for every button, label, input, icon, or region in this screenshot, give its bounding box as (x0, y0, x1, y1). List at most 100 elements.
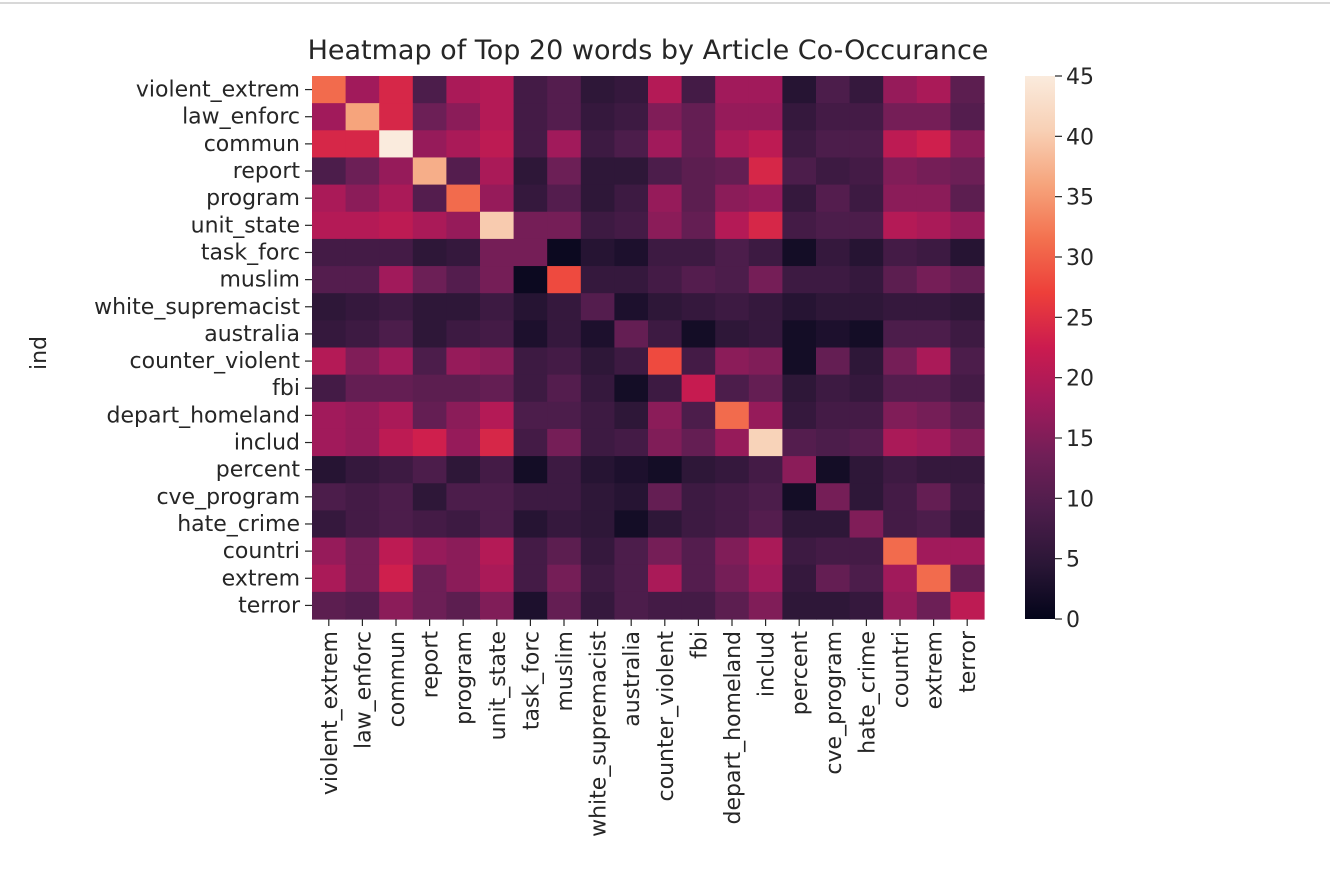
heatmap-cell (446, 266, 481, 294)
row-tick-label: terror (238, 593, 301, 618)
y-axis-label: ind (27, 336, 52, 370)
heatmap-cell (782, 320, 817, 349)
heatmap-cell (580, 564, 615, 593)
heatmap-cell (681, 266, 716, 294)
heatmap-cell (580, 374, 615, 403)
column-tick-label: violent_extrem (318, 631, 343, 795)
heatmap-cell (849, 76, 884, 104)
heatmap-cell (580, 428, 615, 457)
heatmap-cell (816, 374, 851, 403)
column-tick-label: includ (755, 631, 780, 697)
heatmap-cell (916, 564, 951, 593)
heatmap-cell (681, 591, 716, 620)
heatmap-cell (950, 564, 985, 593)
heatmap-cell (446, 591, 481, 620)
heatmap-cell (480, 184, 515, 213)
heatmap-cell (547, 293, 582, 321)
heatmap-cell (715, 103, 750, 131)
heatmap-cell (412, 184, 447, 213)
heatmap-cell (715, 591, 750, 620)
heatmap-cell (480, 401, 515, 430)
column-tick-label: law_enforc (351, 631, 376, 749)
heatmap-cell (849, 456, 884, 484)
heatmap-cell (782, 211, 817, 240)
heatmap-cell (580, 266, 615, 294)
heatmap-cell (883, 374, 918, 403)
heatmap-cell (916, 591, 951, 620)
heatmap-cell (345, 537, 380, 566)
heatmap-cell (513, 401, 548, 430)
heatmap-cell (849, 347, 884, 376)
heatmap-cell (648, 564, 683, 593)
row-tick-label: countri (223, 539, 300, 564)
heatmap-cell (379, 564, 414, 593)
heatmap-cell (715, 401, 750, 430)
heatmap-cell (513, 483, 548, 511)
heatmap-cell (345, 293, 380, 321)
heatmap-cell (446, 374, 481, 403)
heatmap-cell (513, 238, 548, 267)
heatmap-cell (345, 347, 380, 376)
heatmap-cell (379, 591, 414, 620)
heatmap-cell (883, 157, 918, 186)
heatmap-cell (480, 130, 515, 159)
heatmap-cell (614, 238, 649, 267)
row-tick-label: commun (204, 132, 300, 157)
heatmap-cell (916, 293, 951, 321)
heatmap-cell (681, 238, 716, 267)
column-tick-label: white_supremacist (587, 631, 612, 837)
heatmap-cell (816, 401, 851, 430)
heatmap-cell (312, 266, 347, 294)
heatmap-cell (816, 510, 851, 539)
heatmap-cell (816, 266, 851, 294)
heatmap-cell (480, 537, 515, 566)
heatmap-cell (480, 347, 515, 376)
heatmap-cell (580, 157, 615, 186)
heatmap-cell (681, 320, 716, 349)
heatmap-cell (916, 537, 951, 566)
heatmap-cell (614, 428, 649, 457)
heatmap-cell (547, 401, 582, 430)
heatmap-cell (950, 456, 985, 484)
heatmap-cell (345, 591, 380, 620)
row-tick-label: muslim (220, 268, 301, 293)
heatmap-cell (379, 157, 414, 186)
heatmap-cell (883, 483, 918, 511)
heatmap-cell (748, 564, 783, 593)
column-tick-label: extrem (923, 631, 948, 709)
heatmap-cell (648, 428, 683, 457)
heatmap-cell (748, 293, 783, 321)
heatmap-cell (446, 76, 481, 104)
heatmap-cell (513, 510, 548, 539)
heatmap-cell (547, 320, 582, 349)
heatmap-cell (681, 564, 716, 593)
heatmap-cell (480, 320, 515, 349)
heatmap-cell (648, 103, 683, 131)
heatmap-cell (782, 591, 817, 620)
heatmap-cell (849, 157, 884, 186)
heatmap-cell (916, 238, 951, 267)
heatmap-cell (715, 537, 750, 566)
heatmap-cell (816, 293, 851, 321)
heatmap-cell (950, 130, 985, 159)
heatmap-cell (345, 564, 380, 593)
heatmap-cell (580, 238, 615, 267)
heatmap-cell (816, 537, 851, 566)
colorbar: 0 5 10 15 20 25 30 35 40 45 (1025, 65, 1094, 633)
heatmap-cell (916, 184, 951, 213)
heatmap-cell (748, 211, 783, 240)
heatmap-cell (345, 320, 380, 349)
heatmap-cell (580, 483, 615, 511)
heatmap-cell (950, 184, 985, 213)
heatmap-cell (748, 320, 783, 349)
heatmap-cell (883, 130, 918, 159)
heatmap-cell (379, 510, 414, 539)
heatmap-cell (614, 591, 649, 620)
heatmap-cell (547, 456, 582, 484)
heatmap-cell (816, 238, 851, 267)
heatmap-cell (883, 76, 918, 104)
heatmap-cell (379, 238, 414, 267)
heatmap-cell (480, 76, 515, 104)
heatmap-cell (379, 374, 414, 403)
